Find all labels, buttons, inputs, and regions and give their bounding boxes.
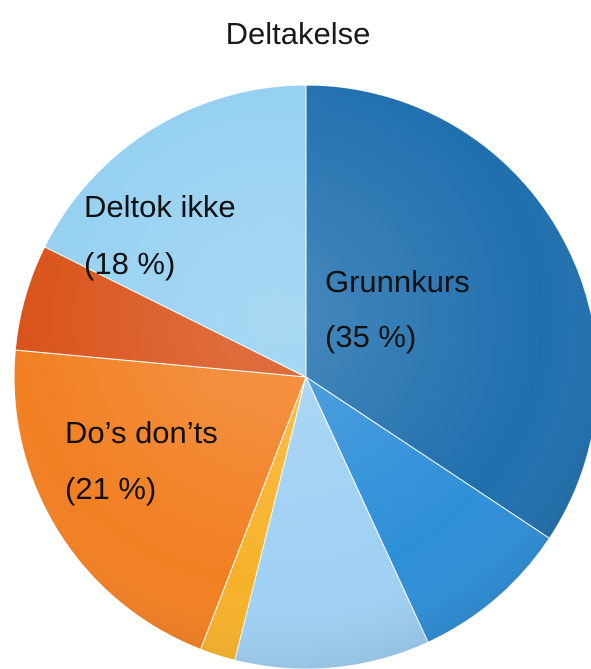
slice-label: Do’s don’ts bbox=[65, 415, 218, 450]
slice-label: Deltok ikke bbox=[84, 189, 236, 224]
slice-label: Grunnkurs bbox=[325, 264, 470, 299]
pie-labels: Grunnkurs (35 %) Do’s don’ts (21 %) Deltok i… bbox=[65, 189, 470, 506]
pie-slices bbox=[13, 84, 591, 669]
slice-value-label: (35 %) bbox=[325, 319, 416, 354]
slice-value-label: (18 %) bbox=[84, 246, 175, 281]
chart-title: Deltakelse bbox=[226, 16, 371, 51]
slice-value-label: (21 %) bbox=[65, 471, 156, 506]
